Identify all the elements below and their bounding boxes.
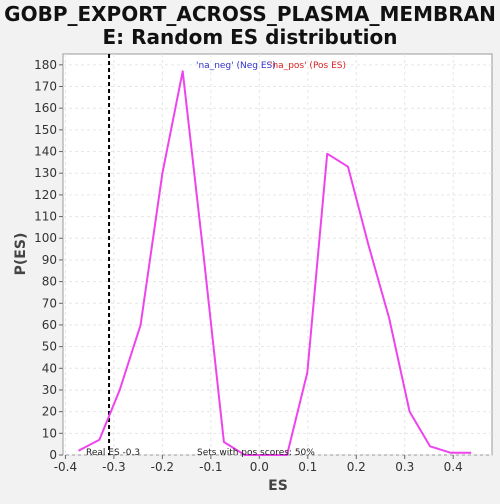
x-axis-label: ES — [268, 478, 288, 494]
legend-pos-label: 'na_pos' (Pos ES) — [270, 61, 346, 71]
grid-lines — [63, 54, 492, 456]
real-es-annotation: Real ES -0.3 — [86, 448, 140, 458]
x-tick-label: -0.4 — [54, 460, 77, 474]
chart-title-line-1: GOBP_EXPORT_ACROSS_PLASMA_MEMBRAN — [4, 2, 496, 26]
y-tick-label: 180 — [34, 58, 57, 72]
series-layer — [78, 70, 472, 456]
axis-ticks: 0 10 20 30 40 50 60 70 80 90 100 110 120 130 140 150 160… — [34, 58, 463, 474]
y-tick-label: 60 — [42, 318, 57, 332]
sets-pos-annotation: Sets with pos scores: 50% — [197, 448, 315, 458]
y-tick-label: 110 — [34, 210, 57, 224]
y-tick-label: 0 — [49, 448, 57, 462]
y-tick-label: 90 — [42, 253, 57, 267]
y-tick-label: 170 — [34, 80, 57, 94]
chart-title-line-2: E: Random ES distribution — [103, 25, 398, 49]
es-distribution-line — [78, 70, 472, 456]
x-tick-label: 0.3 — [395, 460, 414, 474]
x-tick-label: 0.4 — [444, 460, 463, 474]
legend-neg-label: 'na_neg' (Neg ES) — [196, 61, 276, 71]
y-tick-label: 40 — [42, 361, 57, 375]
x-tick-label: 0.1 — [298, 460, 317, 474]
y-tick-label: 120 — [34, 188, 57, 202]
x-tick-label: 0.2 — [347, 460, 366, 474]
x-tick-label: -0.3 — [102, 460, 125, 474]
y-tick-label: 20 — [42, 405, 57, 419]
y-tick-label: 160 — [34, 101, 57, 115]
x-tick-label: 0.0 — [250, 460, 269, 474]
y-tick-label: 30 — [42, 383, 57, 397]
x-tick-label: -0.2 — [151, 460, 174, 474]
y-tick-label: 70 — [42, 296, 57, 310]
y-tick-label: 50 — [42, 340, 57, 354]
y-tick-label: 140 — [34, 145, 57, 159]
y-tick-label: 130 — [34, 166, 57, 180]
y-tick-label: 10 — [42, 426, 57, 440]
y-tick-label: 150 — [34, 123, 57, 137]
plot-area — [62, 53, 493, 456]
y-tick-label: 100 — [34, 231, 57, 245]
x-tick-label: -0.1 — [199, 460, 222, 474]
y-axis-label: P(ES) — [13, 233, 29, 276]
y-tick-label: 80 — [42, 275, 57, 289]
